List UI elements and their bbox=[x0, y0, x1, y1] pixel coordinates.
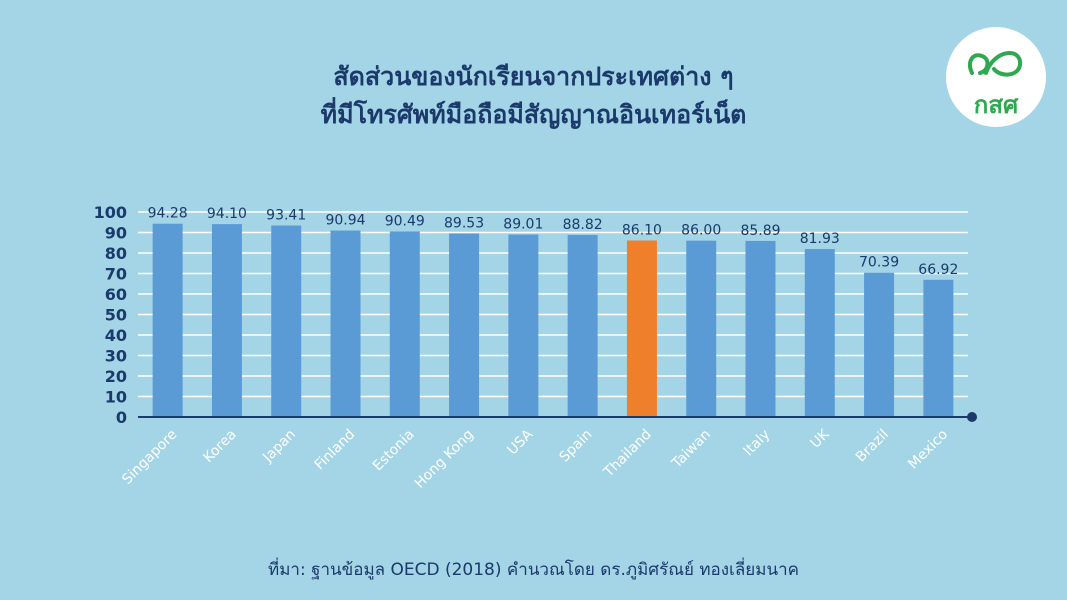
y-tick-label: 20 bbox=[105, 367, 127, 386]
bar bbox=[686, 240, 717, 417]
bar bbox=[449, 233, 480, 417]
x-tick-label: Korea bbox=[200, 427, 239, 466]
value-label: 86.00 bbox=[681, 223, 721, 239]
y-tick-label: 70 bbox=[105, 265, 127, 284]
value-label: 93.41 bbox=[266, 208, 306, 224]
x-tick-label: Thailand bbox=[600, 427, 655, 482]
value-label: 85.89 bbox=[740, 223, 780, 239]
y-tick-label: 60 bbox=[105, 285, 127, 304]
value-label: 89.01 bbox=[503, 217, 543, 233]
value-label: 66.92 bbox=[918, 262, 958, 278]
bar bbox=[152, 223, 183, 417]
bar bbox=[567, 234, 598, 417]
value-label: 90.94 bbox=[325, 213, 365, 229]
y-tick-label: 30 bbox=[105, 347, 127, 366]
bar bbox=[271, 225, 302, 417]
source-note: ที่มา: ฐานข้อมูล OECD (2018) คำนวณโดย ดร… bbox=[267, 560, 799, 580]
axis-end-dot bbox=[967, 412, 977, 422]
bar bbox=[626, 240, 657, 417]
x-tick-label: Estonia bbox=[370, 427, 418, 475]
bar bbox=[745, 240, 776, 417]
x-tick-label: Finland bbox=[312, 427, 359, 474]
title-line-1: สัดส่วนของนักเรียนจากประเทศต่าง ๆ bbox=[333, 62, 734, 91]
x-tick-label: Singapore bbox=[119, 427, 180, 488]
y-tick-label: 0 bbox=[116, 408, 127, 427]
value-label: 89.53 bbox=[444, 215, 484, 231]
value-label: 94.28 bbox=[148, 206, 188, 222]
y-tick-label: 10 bbox=[105, 388, 127, 407]
x-tick-label: Brazil bbox=[853, 427, 892, 466]
leaf-icon bbox=[967, 51, 1023, 77]
bar bbox=[330, 230, 361, 417]
x-tick-label: Hong Kong bbox=[412, 427, 477, 492]
title-line-2: ที่มีโทรศัพท์มือถือมีสัญญาณอินเทอร์เน็ต bbox=[320, 100, 747, 129]
chart-title: สัดส่วนของนักเรียนจากประเทศต่าง ๆ ที่มีโ… bbox=[0, 58, 1067, 134]
y-tick-label: 80 bbox=[105, 244, 127, 263]
y-tick-label: 100 bbox=[94, 203, 127, 222]
bar bbox=[389, 231, 420, 417]
y-tick-label: 40 bbox=[105, 326, 127, 345]
value-label: 81.93 bbox=[800, 231, 840, 247]
y-tick-label: 50 bbox=[105, 306, 127, 325]
x-tick-label: Spain bbox=[556, 427, 595, 466]
bar bbox=[804, 249, 835, 417]
y-tick-label: 90 bbox=[105, 224, 127, 243]
value-label: 90.49 bbox=[385, 213, 425, 229]
bar bbox=[864, 272, 895, 417]
x-tick-label: Italy bbox=[741, 427, 774, 460]
x-tick-label: Japan bbox=[259, 427, 299, 467]
logo-text: กสศ bbox=[973, 91, 1019, 119]
bar bbox=[211, 224, 242, 417]
value-label: 94.10 bbox=[207, 206, 247, 222]
value-label: 86.10 bbox=[622, 222, 662, 238]
brand-logo: กสศ bbox=[946, 27, 1046, 127]
value-label: 88.82 bbox=[563, 217, 603, 233]
x-tick-label: USA bbox=[504, 426, 536, 458]
value-label: 70.39 bbox=[859, 255, 899, 271]
x-tick-label: Mexico bbox=[905, 427, 951, 473]
bar bbox=[508, 234, 539, 417]
x-tick-label: UK bbox=[808, 426, 834, 452]
x-tick-label: Taiwan bbox=[668, 427, 714, 473]
bar bbox=[923, 279, 954, 417]
